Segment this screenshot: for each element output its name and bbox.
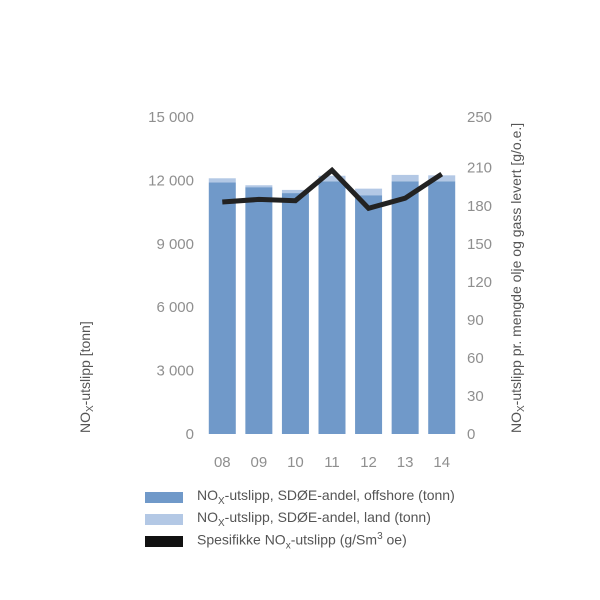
x-tick-label: 09 [251, 454, 268, 471]
left-tick-label: 15 000 [148, 109, 194, 126]
bar-land-13 [391, 174, 419, 182]
legend-label-land: NOX-utslipp, SDØE-andel, land (tonn) [197, 509, 431, 529]
bar-land-12 [355, 188, 383, 196]
bar-offshore-09 [245, 187, 273, 434]
bar-offshore-12 [355, 195, 383, 434]
bar-offshore-13 [391, 181, 419, 434]
left-tick-label: 12 000 [148, 172, 194, 189]
left-tick-label: 3 000 [156, 363, 194, 380]
right-axis-ticks: 0 30 60 90 120 150 180 210 250 [467, 109, 492, 443]
left-axis-ticks: 0 3 000 6 000 9 000 12 000 15 000 [148, 109, 194, 443]
bar-offshore-10 [281, 193, 309, 434]
left-tick-label: 6 000 [156, 299, 194, 316]
right-tick-label: 120 [467, 274, 492, 291]
x-tick-label: 11 [324, 454, 340, 471]
legend: NOX-utslipp, SDØE-andel, offshore (tonn)… [145, 486, 455, 552]
right-tick-label: 0 [467, 426, 475, 443]
bar-land-09 [245, 185, 273, 188]
x-tick-label: 10 [287, 454, 304, 471]
x-tick-label: 08 [214, 454, 231, 471]
legend-item-offshore: NOX-utslipp, SDØE-andel, offshore (tonn) [145, 486, 455, 508]
bar-offshore-11 [318, 181, 346, 434]
x-axis-ticks: 08 09 10 11 12 13 14 [214, 454, 450, 471]
right-axis-title: NOX-utslipp pr. mengde olje og gass leve… [508, 123, 527, 433]
right-tick-label: 150 [467, 236, 492, 253]
legend-swatch-offshore [145, 491, 183, 503]
right-tick-label: 250 [467, 109, 492, 126]
bar-land-10 [281, 189, 309, 194]
x-tick-label: 12 [360, 454, 377, 471]
x-tick-label: 14 [433, 454, 450, 471]
legend-item-specific: Spesifikke NOx-utslipp (g/Sm3 oe) [145, 530, 455, 552]
right-tick-label: 210 [467, 160, 492, 177]
bars-group [208, 174, 456, 434]
bar-offshore-14 [428, 181, 456, 434]
left-tick-label: 9 000 [156, 236, 194, 253]
legend-label-specific: Spesifikke NOx-utslipp (g/Sm3 oe) [197, 530, 407, 552]
line-group [222, 166, 444, 212]
bar-land-11 [318, 175, 346, 182]
legend-swatch-land [145, 513, 183, 525]
right-tick-label: 90 [467, 312, 484, 329]
bar-offshore-08 [208, 182, 236, 434]
legend-swatch-specific [145, 535, 183, 547]
legend-item-land: NOX-utslipp, SDØE-andel, land (tonn) [145, 508, 455, 530]
right-tick-label: 30 [467, 388, 484, 405]
left-axis-title: NOX-utslipp [tonn] [77, 321, 96, 433]
bar-land-14 [428, 175, 456, 182]
right-tick-label: 60 [467, 350, 484, 367]
bar-land-08 [208, 178, 236, 183]
right-tick-label: 180 [467, 198, 492, 215]
left-tick-label: 0 [186, 426, 194, 443]
legend-label-offshore: NOX-utslipp, SDØE-andel, offshore (tonn) [197, 487, 455, 507]
x-tick-label: 13 [397, 454, 414, 471]
